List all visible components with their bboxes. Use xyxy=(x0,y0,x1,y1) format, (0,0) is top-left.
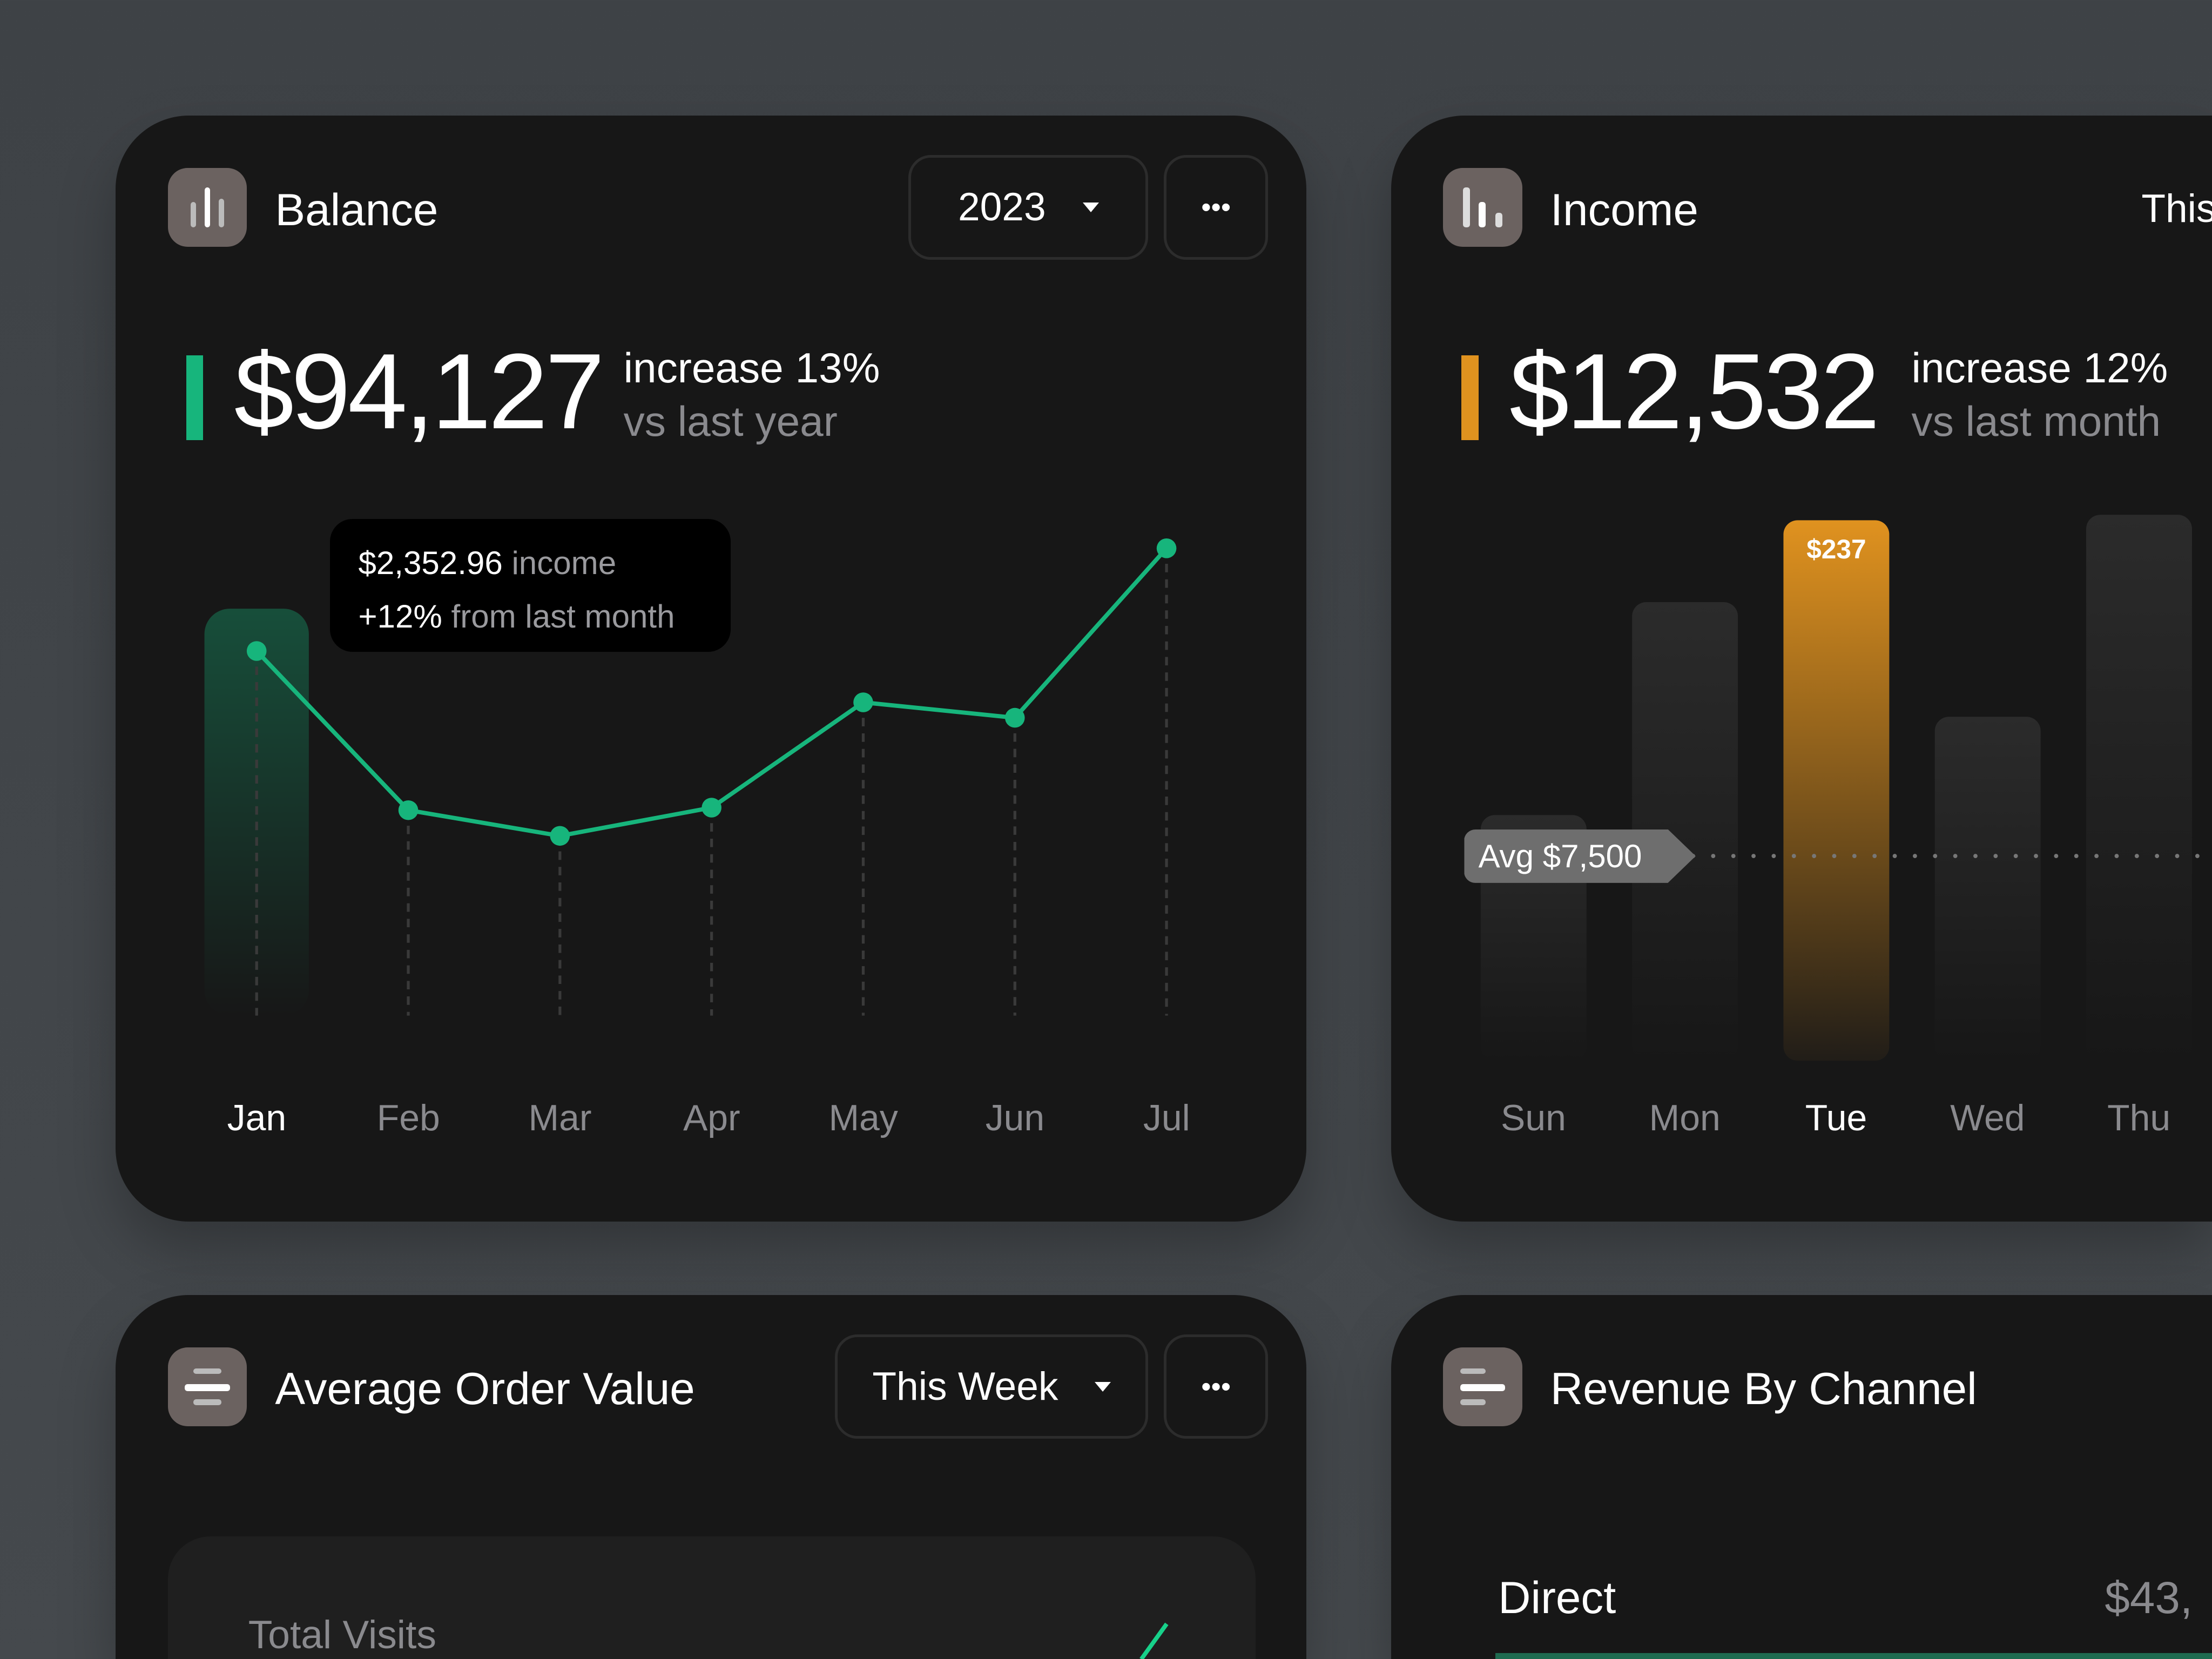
channel-progress xyxy=(1495,1653,2212,1659)
x-tick-label: Jul xyxy=(1143,1098,1190,1139)
card-title: Balance xyxy=(275,184,439,235)
period-select-value: This Week xyxy=(872,1365,1058,1409)
total-visits-panel: Total Visits xyxy=(167,1536,1256,1659)
data-point-feb[interactable] xyxy=(398,800,419,820)
year-select[interactable]: 2023 xyxy=(908,155,1149,260)
change-text: increase 13% xyxy=(623,344,880,392)
balance-line-chart xyxy=(204,538,1177,1016)
income-card: Income This $12,532 increase 12% vs last… xyxy=(1391,116,2212,1222)
data-point-apr[interactable] xyxy=(702,798,722,818)
data-point-jul[interactable] xyxy=(1156,538,1177,558)
x-tick-label: Thu xyxy=(2107,1098,2171,1139)
revenue-by-channel-card: Revenue By Channel Direct $43, xyxy=(1391,1294,2212,1659)
tooltip-amount: $2,352.96 xyxy=(358,544,503,581)
chevron-down-icon xyxy=(1082,202,1099,212)
change-text: increase 12% xyxy=(1911,344,2168,392)
data-point-jan[interactable] xyxy=(247,641,267,661)
accent-bar xyxy=(186,355,204,440)
bar-mon[interactable] xyxy=(1631,602,1738,1061)
year-select-value: 2023 xyxy=(957,185,1046,230)
average-tag: Avg $7,500 xyxy=(1464,829,1696,883)
menu-lines-icon xyxy=(167,1347,247,1426)
compare-text: vs last year xyxy=(623,397,838,446)
channel-label: Direct xyxy=(1498,1572,1616,1623)
x-tick-label: Sun xyxy=(1501,1098,1566,1139)
more-icon: ••• xyxy=(1201,1371,1231,1402)
more-button[interactable]: ••• xyxy=(1164,1334,1269,1439)
total-visits-label: Total Visits xyxy=(248,1613,436,1657)
bar-wed[interactable] xyxy=(1934,717,2041,1061)
x-tick-label: Feb xyxy=(376,1098,440,1139)
bar-tue[interactable] xyxy=(1783,520,1889,1061)
balance-value: $94,127 xyxy=(234,332,605,452)
data-point-may[interactable] xyxy=(853,692,873,713)
balance-card: Balance 2023 ••• $94,127 increase 13% vs… xyxy=(116,116,1306,1222)
accent-bar xyxy=(1461,355,1479,440)
average-order-value-card: Average Order Value This Week ••• Total … xyxy=(116,1294,1306,1659)
bar-chart-icon xyxy=(1443,167,1522,247)
chevron-down-icon xyxy=(1095,1381,1111,1392)
x-tick-label: Jan xyxy=(227,1098,287,1139)
bar-chart-icon xyxy=(167,167,247,247)
visits-sparkline xyxy=(1139,1622,1169,1659)
x-tick-label: Mar xyxy=(528,1098,592,1139)
income-bar-chart: $237 xyxy=(1480,515,2209,1061)
tooltip-amount-label: income xyxy=(511,544,617,581)
period-select[interactable]: This xyxy=(2141,186,2212,231)
x-tick-label: Apr xyxy=(683,1098,740,1139)
card-title: Average Order Value xyxy=(275,1363,695,1414)
menu-lines-icon xyxy=(1443,1347,1522,1426)
x-tick-label: Jun xyxy=(985,1098,1045,1139)
x-tick-label: Mon xyxy=(1649,1098,1721,1139)
period-select[interactable]: This Week xyxy=(835,1334,1149,1439)
x-tick-label: May xyxy=(828,1098,898,1139)
card-title: Income xyxy=(1550,184,1698,235)
data-point-jun[interactable] xyxy=(1005,707,1025,728)
balance-change: increase 13% vs last year xyxy=(624,341,880,449)
x-tick-label: Tue xyxy=(1805,1098,1867,1139)
more-icon: ••• xyxy=(1201,191,1231,223)
card-title: Revenue By Channel xyxy=(1550,1363,1977,1414)
more-button[interactable]: ••• xyxy=(1164,155,1269,260)
tooltip-change-label: from last month xyxy=(451,598,675,635)
bar-thu[interactable] xyxy=(2086,515,2192,1061)
income-value: $12,532 xyxy=(1509,332,1880,452)
income-change: increase 12% vs last month xyxy=(1912,341,2168,449)
average-label: Avg $7,500 xyxy=(1478,838,1642,874)
data-point-mar[interactable] xyxy=(550,826,570,846)
compare-text: vs last month xyxy=(1911,397,2161,446)
x-tick-label: Wed xyxy=(1950,1098,2025,1139)
channel-value: $43, xyxy=(2105,1572,2193,1623)
bar-value-label: $237 xyxy=(1806,534,1866,564)
tooltip-change: +12% xyxy=(358,598,442,635)
chart-tooltip: $2,352.96 income +12% from last month xyxy=(330,519,731,652)
